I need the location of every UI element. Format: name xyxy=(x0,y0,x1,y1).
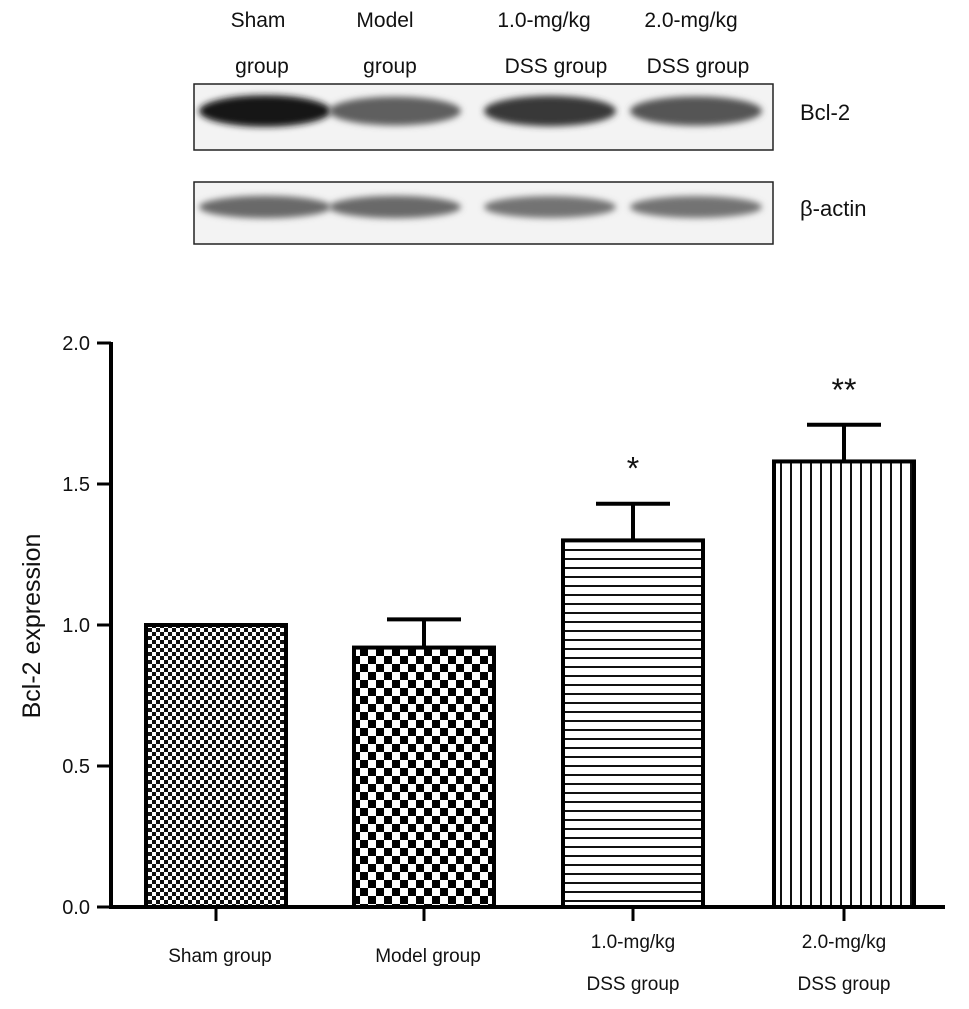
significance-marker: * xyxy=(627,451,639,487)
x-tick-label: Model group xyxy=(375,946,481,967)
blot-column-label: group xyxy=(363,55,417,78)
x-axis-labels: Sham group Model group 1.0-mg/kg DSS group 2… xyxy=(168,932,890,995)
y-tick-label: 0.5 xyxy=(62,756,90,778)
x-tick-label: DSS group xyxy=(798,974,891,995)
blot-row-label-actin: β-actin xyxy=(800,196,866,221)
blot-column-label: 2.0-mg/kg xyxy=(644,9,737,32)
y-tick-label: 0.0 xyxy=(62,897,90,919)
bars: *** xyxy=(144,372,916,921)
blot-column-label: DSS group xyxy=(505,55,608,78)
blot-band xyxy=(199,95,331,127)
blot-column-label: DSS group xyxy=(647,55,750,78)
blot-band xyxy=(630,96,762,126)
bar xyxy=(144,623,288,909)
x-tick-label: Sham group xyxy=(168,946,272,967)
blot-band xyxy=(329,195,461,219)
blot-band xyxy=(329,96,461,126)
bar-chart: Bcl-2 expression 0.00.51.01.52.0 *** Sha… xyxy=(18,333,945,995)
blot-column-label: 1.0-mg/kg xyxy=(497,9,590,32)
blot-column-label: Sham xyxy=(231,9,286,32)
y-axis-ticks: 0.0 0.5 1.0 1.5 2.0 xyxy=(62,333,111,919)
y-axis-label: Bcl-2 expression xyxy=(18,534,46,719)
blot-bands-bcl2 xyxy=(199,95,762,127)
x-tick-label: 1.0-mg/kg xyxy=(591,932,675,953)
blot-column-headers: Sham group Model group 1.0-mg/kg DSS gro… xyxy=(231,9,750,78)
y-tick-label: 1.5 xyxy=(62,474,90,496)
blot-band xyxy=(199,195,331,219)
blot-band xyxy=(630,196,762,218)
significance-marker: ** xyxy=(832,372,857,408)
blot-column-label: group xyxy=(235,55,289,78)
blot-row-label-bcl2: Bcl-2 xyxy=(800,100,850,125)
western-blot-panel: Sham group Model group 1.0-mg/kg DSS gro… xyxy=(193,9,866,245)
y-tick-label: 1.0 xyxy=(62,615,90,637)
blot-band xyxy=(484,95,616,127)
x-tick-label: 2.0-mg/kg xyxy=(802,932,886,953)
bar xyxy=(561,538,705,910)
blot-band xyxy=(484,196,616,218)
bar xyxy=(772,459,916,909)
blot-column-label: Model xyxy=(356,9,413,32)
bar xyxy=(352,645,496,909)
x-tick-label: DSS group xyxy=(587,974,680,995)
y-tick-label: 2.0 xyxy=(62,333,90,355)
blot-bands-actin xyxy=(199,195,762,219)
